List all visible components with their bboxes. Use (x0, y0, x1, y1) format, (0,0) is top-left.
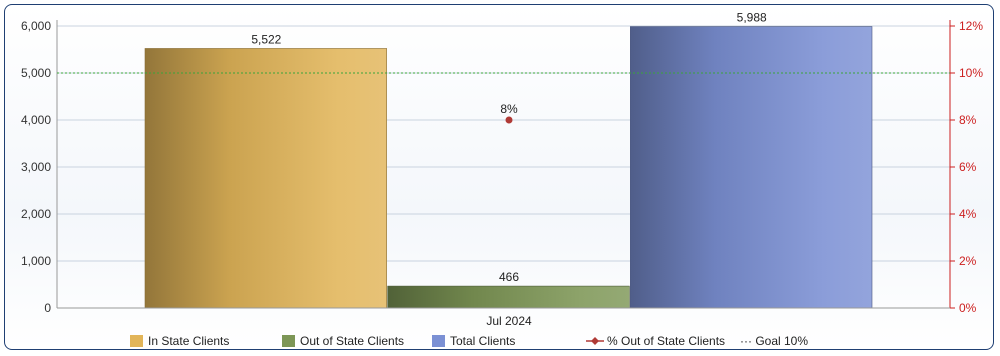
bar-out-of-state-clients (387, 285, 630, 309)
percent-out-of-state-point (505, 116, 513, 124)
y-tick-label: 3,000 (21, 160, 51, 174)
y-tick-label: 1,000 (21, 254, 51, 268)
y2-tick-label: 0% (959, 301, 977, 315)
y2-tick-label: 12% (959, 19, 983, 33)
legend-label-out-of-state: Out of State Clients (300, 334, 404, 348)
bar-total-clients (630, 26, 873, 309)
y-tick-label: 5,000 (21, 66, 51, 80)
legend-marker-percent (591, 337, 599, 345)
legend-swatch-out-of-state (282, 335, 295, 347)
legend-swatch-total (432, 335, 445, 347)
y2-tick-label: 6% (959, 160, 977, 174)
percent-data-label: 8% (500, 102, 518, 116)
x-category-label: Jul 2024 (486, 314, 532, 328)
axes-layer: 0 1,000 2,000 3,000 4,000 5,000 6,000 0% 2% 4% 6% 8… (21, 19, 983, 328)
y2-tick-label: 10% (959, 66, 983, 80)
legend: In State Clients Out of State Clients To… (130, 334, 808, 348)
y-tick-label: 2,000 (21, 207, 51, 221)
y2-tick-label: 8% (959, 113, 977, 127)
y-tick-label: 0 (44, 301, 51, 315)
y-tick-label: 6,000 (21, 19, 51, 33)
bar-data-label: 5,988 (737, 11, 767, 25)
labels-layer: 5,522 466 5,988 8% (57, 11, 950, 284)
legend-label-goal: ··· Goal 10% (740, 334, 808, 348)
y-tick-label: 4,000 (21, 113, 51, 127)
bars-layer (144, 26, 873, 309)
bar-data-label: 5,522 (251, 32, 281, 46)
y2-tick-label: 2% (959, 254, 977, 268)
legend-label-in-state: In State Clients (148, 334, 229, 348)
legend-swatch-in-state (130, 335, 143, 347)
y2-tick-label: 4% (959, 207, 977, 221)
bar-in-state-clients (144, 48, 387, 309)
legend-label-percent: % Out of State Clients (607, 334, 725, 348)
bar-data-label: 466 (499, 270, 519, 284)
legend-label-total: Total Clients (450, 334, 515, 348)
